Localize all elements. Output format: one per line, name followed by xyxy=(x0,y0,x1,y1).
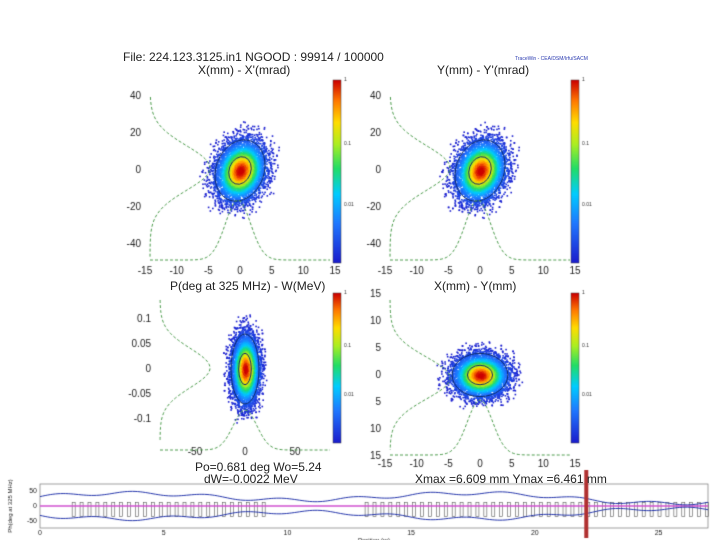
phase-annotation: Po=0.681 deg Wo=5.24 xyxy=(195,460,322,474)
panel3-title: P(deg at 325 MHz) - W(MeV) xyxy=(170,279,326,293)
file-info-title: File: 224.123.3125.in1 NGOOD : 99914 / 1… xyxy=(123,50,384,64)
panel2-title: Y(mm) - Y'(mrad) xyxy=(437,63,530,77)
xymax-annotation: Xmax =6.609 mm Ymax =6.461 mm xyxy=(415,472,607,486)
tracewin-tag: TraceWin - CEA/DSM/Irfu/SACM xyxy=(515,56,588,62)
panel1-title: X(mm) - X'(mrad) xyxy=(198,63,291,77)
panel4-title: X(mm) - Y(mm) xyxy=(434,279,517,293)
energy-annotation: dW=-0.0022 MeV xyxy=(204,472,298,486)
